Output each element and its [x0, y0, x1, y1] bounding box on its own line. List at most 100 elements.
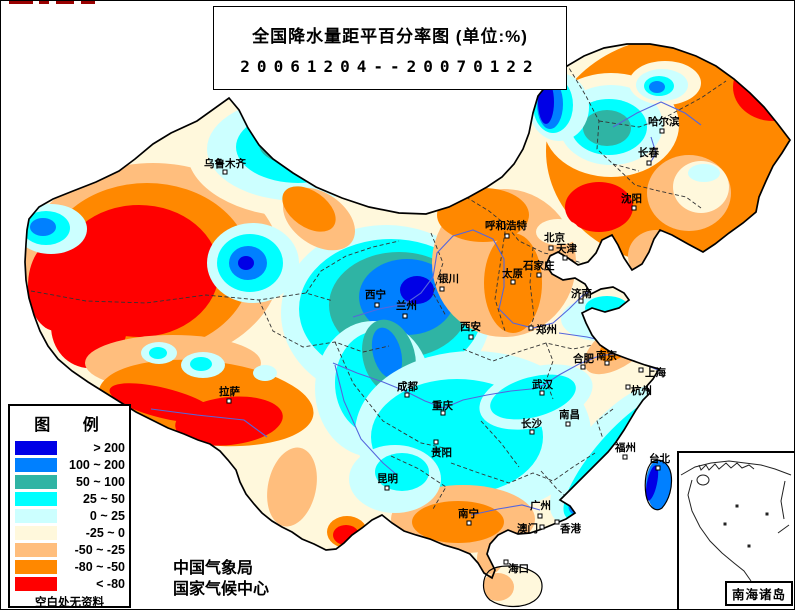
city-label: 香港: [559, 522, 581, 535]
city-label: 福州: [614, 441, 636, 454]
map-title: 全国降水量距平百分率图 (单位:%): [252, 27, 528, 46]
city-label: 济南: [571, 287, 592, 300]
city-dot: [537, 513, 543, 519]
city-labels: 乌鲁木齐 哈尔滨 长春 沈阳 呼和浩特 北京 天津 石家庄 太原 济南 银川 西…: [204, 115, 680, 575]
city-label: 拉萨: [219, 385, 240, 398]
legend: 图 例 > 200 100 ~ 200 50 ~ 100 25 ~ 50 0 ~…: [8, 404, 131, 609]
city-dot: [536, 272, 542, 278]
city-label: 合肥: [572, 352, 594, 365]
city-label: 呼和浩特: [485, 219, 527, 232]
legend-swatch: [15, 525, 57, 540]
city-dot: [638, 367, 644, 373]
legend-label: > 200: [93, 440, 125, 455]
city-dot: [625, 384, 631, 390]
legend-item: 50 ~ 100: [15, 473, 125, 490]
legend-label: 25 ~ 50: [82, 491, 125, 506]
city-label: 上海: [645, 366, 666, 379]
city-label: 南昌: [559, 408, 580, 421]
legend-swatch: [15, 440, 57, 455]
legend-label: -50 ~ -25: [74, 542, 125, 557]
city-dot: [510, 279, 516, 285]
legend-swatch: [15, 474, 57, 489]
map-date-range: 20061204--20070122: [240, 57, 540, 76]
city-label: 西宁: [365, 288, 386, 301]
attribution-line1: 中国气象局: [173, 560, 254, 577]
city-dot: [402, 313, 408, 319]
city-dot: [554, 519, 560, 525]
city-label: 银川: [438, 272, 459, 285]
legend-item: 100 ~ 200: [15, 456, 125, 473]
inset-label: 南海诸岛: [724, 581, 793, 606]
city-dot: [659, 128, 665, 134]
legend-swatch: [15, 508, 57, 523]
city-label: 石家庄: [522, 259, 555, 272]
city-dot: [646, 160, 652, 166]
city-label: 长春: [638, 146, 659, 159]
city-label: 乌鲁木齐: [204, 157, 246, 170]
legend-swatch: [15, 576, 57, 591]
city-label: 武汉: [532, 378, 553, 391]
legend-no-data-note: 空白处无资料: [35, 597, 104, 609]
city-dot: [466, 520, 472, 526]
city-label: 天津: [556, 242, 577, 255]
rivers: [150, 101, 702, 516]
legend-label: 50 ~ 100: [75, 474, 125, 489]
city-label: 台北: [649, 452, 670, 465]
city-dot: [222, 169, 228, 175]
city-dot: [548, 245, 554, 251]
city-label: 沈阳: [621, 192, 642, 205]
top-edge-red-mark: [9, 1, 33, 4]
city-dot: [503, 559, 509, 565]
city-dot: [439, 286, 445, 292]
city-label: 兰州: [396, 299, 417, 312]
city-dot: [374, 302, 380, 308]
city-label: 哈尔滨: [648, 115, 680, 128]
legend-item: -50 ~ -25: [15, 541, 125, 558]
legend-label: 100 ~ 200: [69, 457, 125, 472]
attribution: 中国气象局 国家气候中心: [173, 558, 269, 600]
city-label: 贵阳: [431, 446, 452, 459]
city-label: 太原: [501, 267, 523, 280]
city-dot: [529, 429, 535, 435]
city-dot: [631, 205, 637, 211]
legend-label: -80 ~ -50: [74, 559, 125, 574]
city-label: 杭州: [631, 384, 652, 397]
top-edge-red-mark: [56, 1, 74, 4]
legend-item: -80 ~ -50: [15, 558, 125, 575]
legend-item: < -80: [15, 575, 125, 592]
city-dot: [562, 255, 568, 261]
legend-swatch: [15, 559, 57, 574]
city-dot: [528, 325, 534, 331]
city-label: 西安: [460, 320, 481, 333]
city-label: 广州: [530, 499, 551, 512]
city-dot: [440, 410, 446, 416]
china-border: [24, 43, 792, 608]
legend-swatch: [15, 491, 57, 506]
city-dot: [404, 392, 410, 398]
city-dot: [468, 334, 474, 340]
south-china-sea-inset: 南海诸岛: [677, 451, 794, 609]
legend-swatch: [15, 542, 57, 557]
city-dot: [539, 390, 545, 396]
province-borders: [30, 62, 727, 510]
top-edge-red-mark: [39, 1, 49, 4]
legend-title: 图 例: [34, 417, 113, 434]
city-dot: [578, 298, 584, 304]
legend-label: < -80: [96, 576, 125, 591]
city-label: 重庆: [432, 399, 453, 412]
legend-label: -25 ~ 0: [85, 525, 125, 540]
city-label: 长沙: [521, 417, 542, 430]
legend-item: 0 ~ 25: [15, 507, 125, 524]
attribution-line2: 国家气候中心: [173, 581, 270, 598]
city-label: 郑州: [536, 323, 557, 336]
legend-item: 25 ~ 50: [15, 490, 125, 507]
legend-swatch: [15, 457, 57, 472]
city-dot: [433, 439, 439, 445]
legend-item: > 200: [15, 439, 125, 456]
city-dot: [580, 364, 586, 370]
city-label: 成都: [397, 380, 418, 393]
city-label: 南京: [596, 349, 617, 362]
city-dot: [504, 233, 510, 239]
city-label: 南宁: [458, 507, 479, 520]
